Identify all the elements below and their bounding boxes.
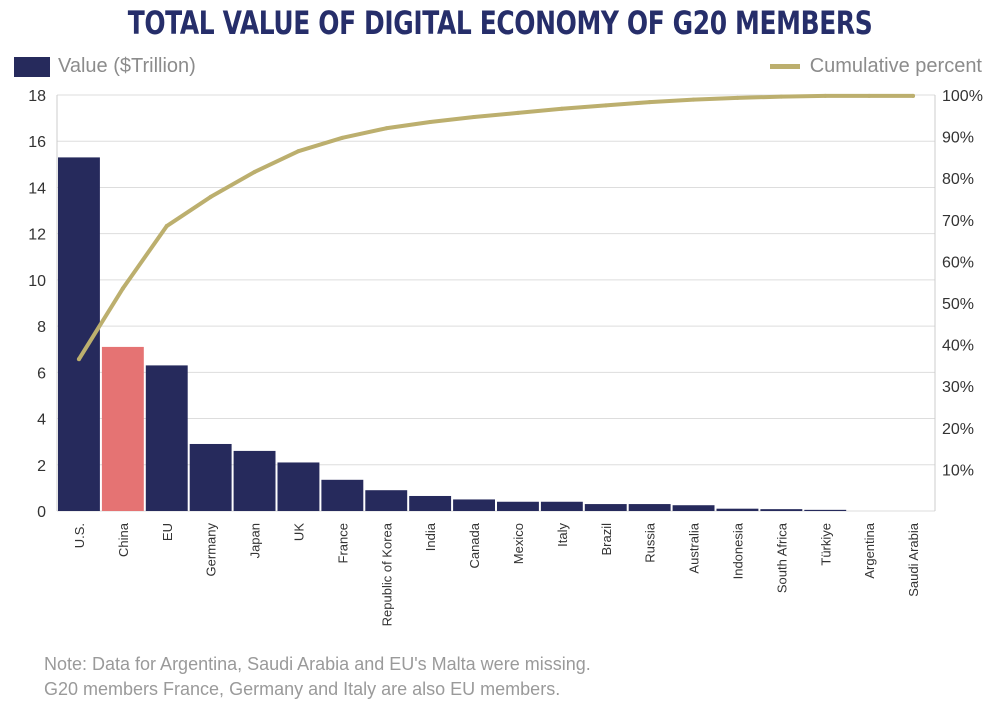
category-label: Australia: [687, 522, 702, 573]
category-label: Republic of Korea: [379, 522, 394, 626]
bar-uk: [277, 462, 320, 511]
category-label: UK: [291, 523, 306, 541]
left-tick-label: 14: [28, 180, 46, 197]
category-label: China: [116, 522, 131, 557]
legend-bar-swatch: [14, 56, 50, 77]
category-label: Russia: [643, 522, 658, 563]
cumulative-point: [559, 106, 564, 111]
right-tick-label: 40%: [942, 338, 974, 355]
bar-eu: [145, 365, 188, 511]
left-tick-label: 8: [37, 319, 46, 336]
category-label: Indonesia: [730, 522, 745, 579]
left-tick-label: 6: [37, 365, 46, 382]
left-tick-label: 4: [37, 412, 46, 429]
category-label: India: [423, 522, 438, 551]
right-tick-label: 60%: [942, 254, 974, 271]
category-label: U.S.: [72, 523, 87, 548]
bar-brazil: [584, 504, 627, 511]
category-label: Mexico: [511, 523, 526, 564]
chart-title: TOTAL VALUE OF DIGITAL ECONOMY OF G20 ME…: [127, 4, 873, 42]
right-tick-label: 90%: [942, 130, 974, 147]
right-tick-label: 30%: [942, 379, 974, 396]
cumulative-point: [252, 169, 257, 174]
bar-russia: [628, 504, 671, 511]
left-tick-label: 16: [28, 134, 46, 151]
legend-line-swatch: [769, 64, 800, 69]
legend-bar-label: Value ($Trillion): [58, 55, 196, 77]
left-tick-label: 2: [37, 458, 46, 475]
cumulative-point: [472, 115, 477, 120]
bar-indonesia: [716, 508, 759, 511]
category-label: Brazil: [599, 523, 614, 556]
bar-china: [101, 346, 144, 511]
bar-canada: [453, 499, 495, 511]
cumulative-point: [76, 357, 81, 362]
cumulative-point: [779, 94, 784, 99]
cumulative-point: [296, 149, 301, 154]
right-tick-label: 100%: [942, 88, 983, 105]
cumulative-point: [735, 95, 740, 100]
right-tick-label: 80%: [942, 171, 974, 188]
left-tick-label: 18: [28, 88, 46, 105]
right-tick-label: 10%: [942, 462, 974, 479]
category-label: EU: [160, 523, 175, 541]
cumulative-point: [691, 97, 696, 102]
left-tick-label: 10: [28, 273, 46, 290]
right-tick-label: 20%: [942, 421, 974, 438]
legend-line-label: Cumulative percent: [809, 55, 982, 77]
footnote: Note: Data for Argentina, Saudi Arabia a…: [44, 652, 591, 702]
right-tick-label: 50%: [942, 296, 974, 313]
category-label: Türkiye: [818, 523, 833, 566]
bar-australia: [672, 505, 715, 511]
cumulative-point: [120, 286, 125, 291]
cumulative-line: [76, 93, 916, 362]
cumulative-point: [867, 93, 872, 98]
bar-republic-of-korea: [365, 490, 408, 511]
bar-india: [409, 495, 452, 511]
category-label: South Africa: [774, 522, 789, 593]
category-label: Germany: [204, 523, 219, 577]
footnote-line-1: Note: Data for Argentina, Saudi Arabia a…: [44, 654, 591, 674]
bar-germany: [189, 443, 232, 511]
cumulative-point: [164, 224, 169, 229]
category-label: Japan: [248, 523, 263, 558]
cumulative-point: [823, 93, 828, 98]
bar-france: [321, 479, 364, 511]
bar-italy: [540, 501, 583, 511]
cumulative-point: [384, 126, 389, 131]
left-tick-label: 12: [28, 227, 46, 244]
category-label: Argentina: [862, 522, 877, 578]
cumulative-point: [208, 194, 213, 199]
cumulative-point: [911, 93, 916, 98]
cumulative-point: [428, 120, 433, 125]
cumulative-point: [340, 135, 345, 140]
bar-mexico: [497, 501, 539, 511]
bar-japan: [233, 450, 276, 511]
footnote-line-2: G20 members France, Germany and Italy ar…: [44, 679, 561, 699]
legend-line: Cumulative percent: [769, 55, 982, 78]
cumulative-point: [603, 103, 608, 108]
legend-bars: Value ($Trillion): [14, 55, 196, 78]
cumulative-point: [647, 100, 652, 105]
bar-south-africa: [760, 509, 803, 511]
bar-t-rkiye: [804, 509, 847, 511]
category-label: France: [335, 523, 350, 563]
category-label: Italy: [555, 523, 570, 547]
category-label: Saudi Arabia: [906, 522, 921, 596]
category-label: Canada: [467, 522, 482, 568]
right-tick-label: 70%: [942, 213, 974, 230]
left-tick-label: 0: [37, 504, 46, 521]
cumulative-point: [515, 110, 520, 115]
